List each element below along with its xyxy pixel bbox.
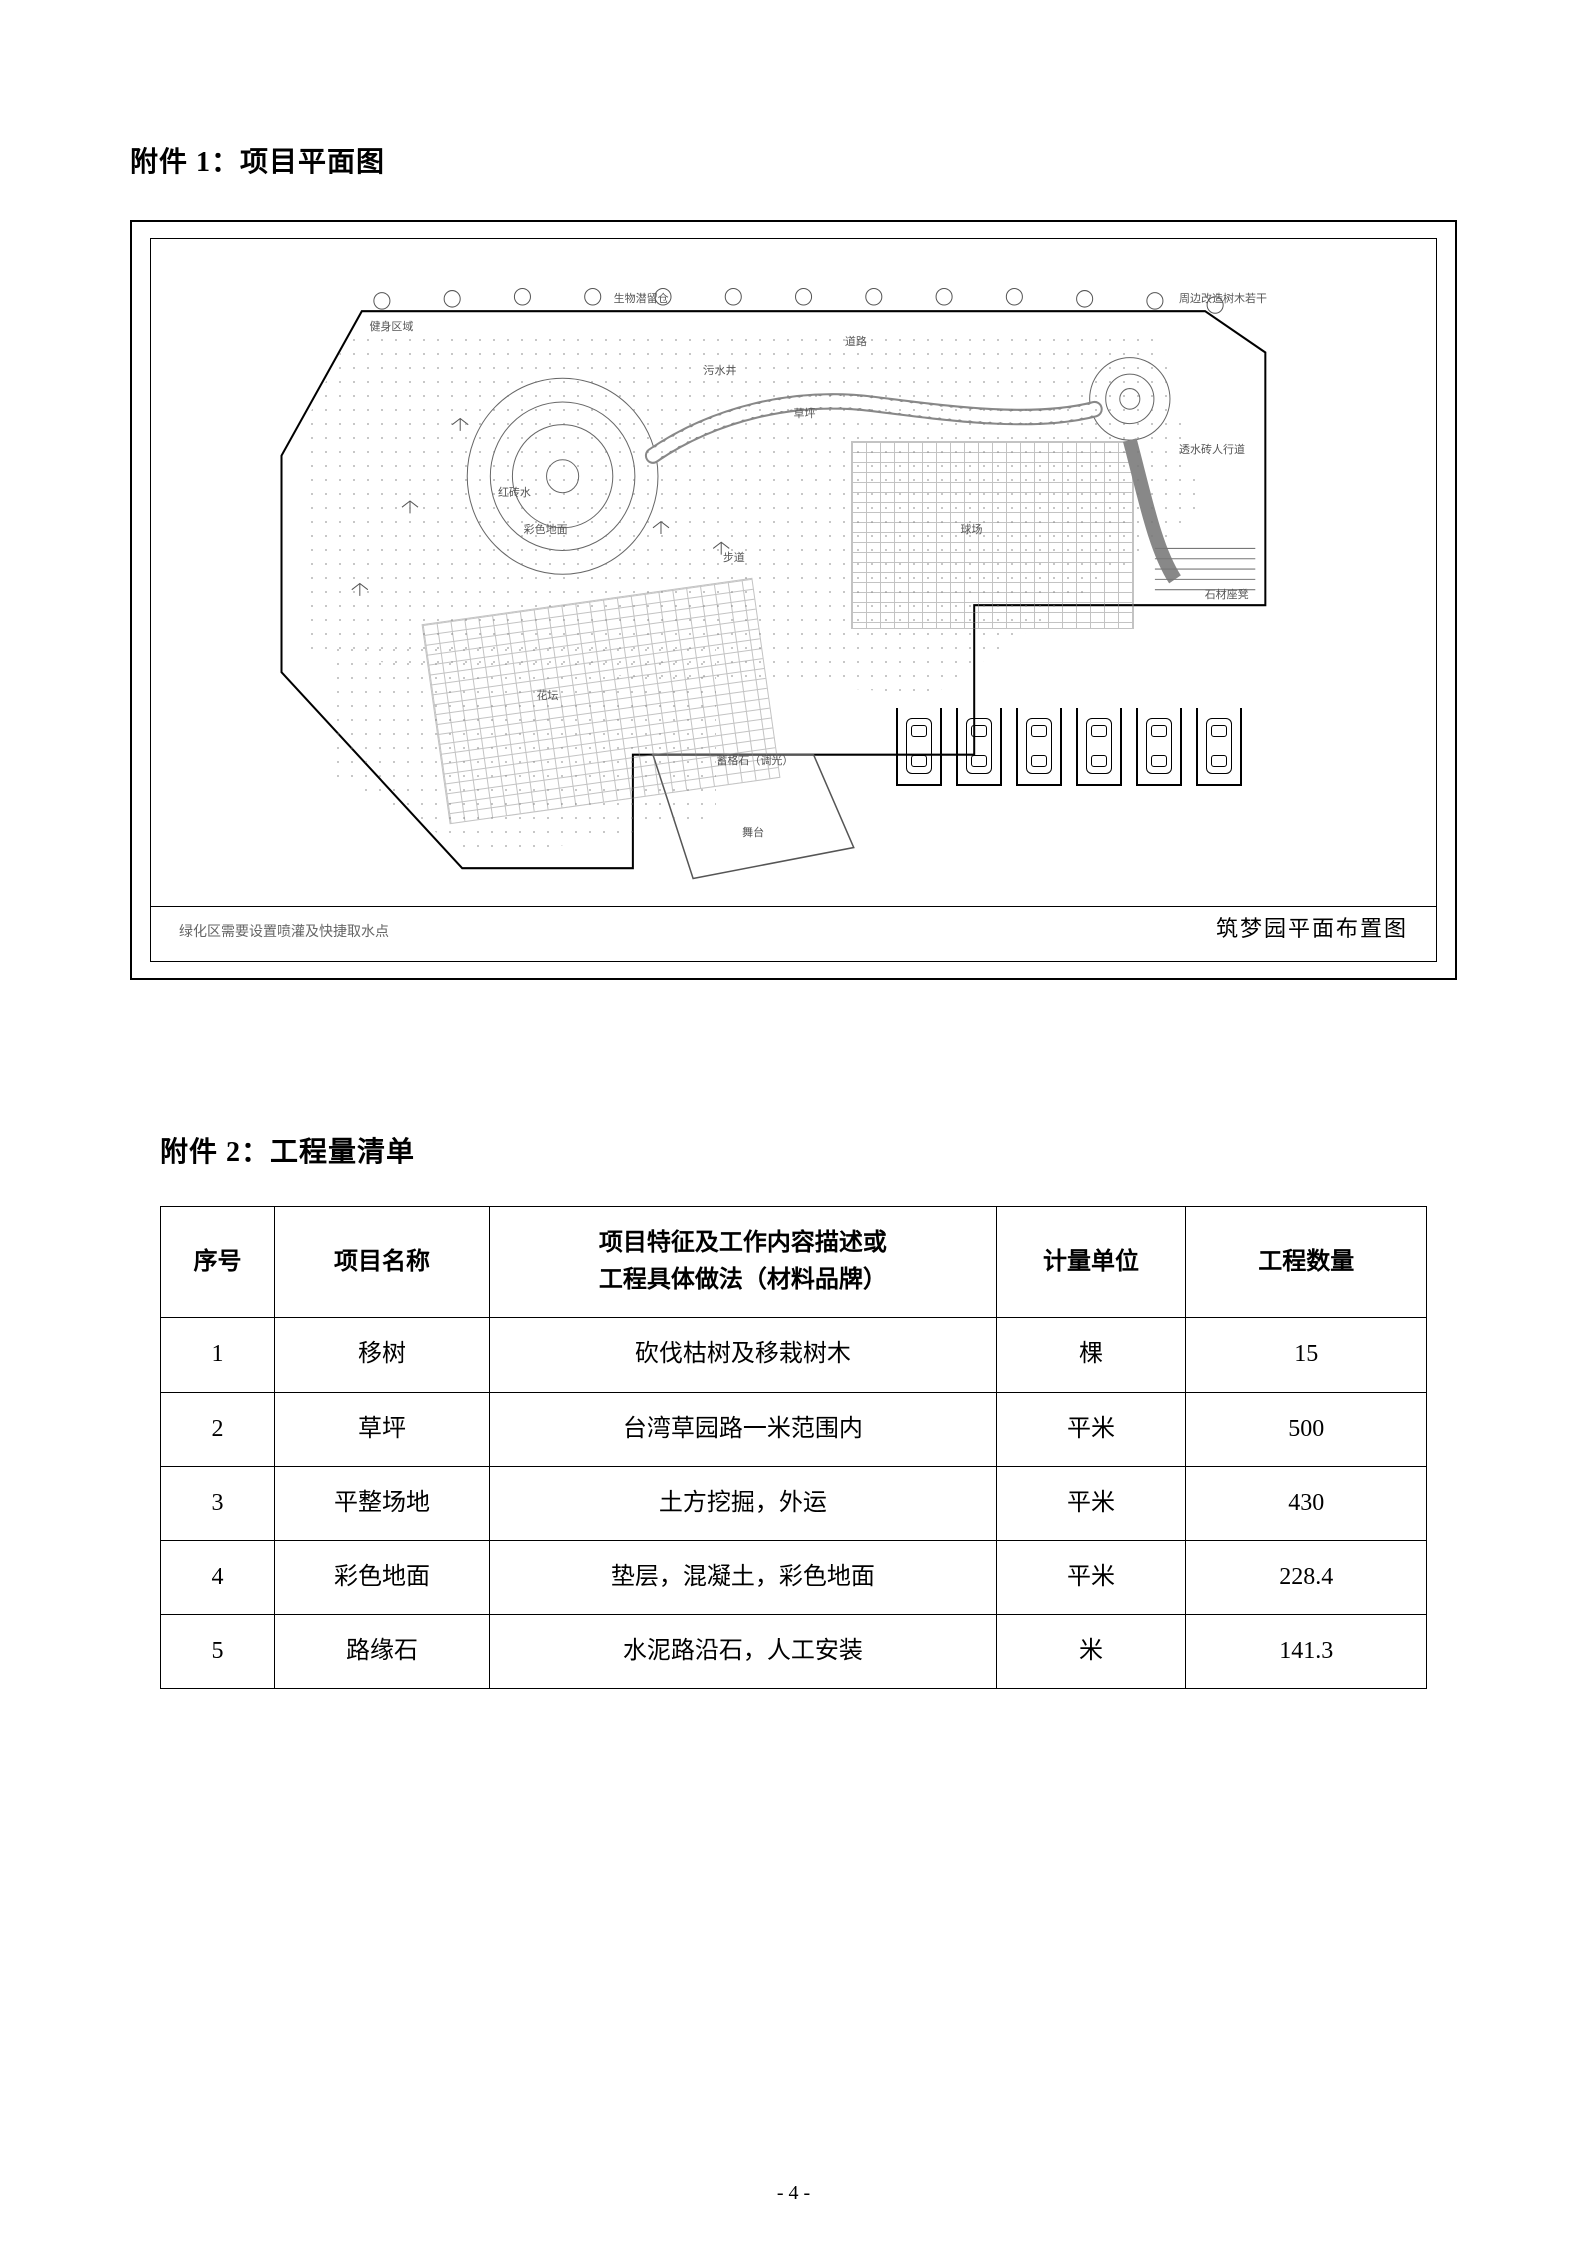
floorplan-title: 筑梦园平面布置图 xyxy=(1216,911,1408,943)
boq-table-body: 1移树砍伐枯树及移栽树木棵152草坪台湾草园路一米范围内平米5003平整场地土方… xyxy=(161,1318,1427,1689)
table-cell: 141.3 xyxy=(1186,1615,1427,1689)
car-icon xyxy=(1146,718,1172,774)
label-stone-seat: 石材座凳 xyxy=(1205,586,1249,602)
label-permeable: 透水砖人行道 xyxy=(1179,441,1245,457)
table-cell: 砍伐枯树及移栽树木 xyxy=(490,1318,996,1392)
label-grass: 草坪 xyxy=(794,405,816,421)
floorplan-outer-frame: 生物潜留仓 道路 污水井 草坪 球场 红砖水 彩色地面 石材座凳 透水砖人行道 … xyxy=(130,220,1457,980)
parking-slot xyxy=(896,708,942,786)
heading-number: 1 xyxy=(196,147,211,178)
floorplan-inner-frame: 生物潜留仓 道路 污水井 草坪 球场 红砖水 彩色地面 石材座凳 透水砖人行道 … xyxy=(150,238,1437,962)
heading-suffix: ：工程量清单 xyxy=(241,1137,415,1168)
car-icon xyxy=(1026,718,1052,774)
table-cell: 米 xyxy=(996,1615,1186,1689)
col-header-unit: 计量单位 xyxy=(996,1207,1186,1318)
table-cell: 彩色地面 xyxy=(274,1540,489,1614)
label-tree-note: 周边改造树木若干 xyxy=(1179,290,1267,306)
table-row: 4彩色地面垫层，混凝土，彩色地面平米228.4 xyxy=(161,1540,1427,1614)
label-bio-retention: 生物潜留仓 xyxy=(614,290,669,306)
boq-table-head: 序号 项目名称 项目特征及工作内容描述或 工程具体做法（材料品牌） 计量单位 工… xyxy=(161,1207,1427,1318)
table-cell: 棵 xyxy=(996,1318,1186,1392)
label-color-floor: 彩色地面 xyxy=(524,521,568,537)
table-cell: 15 xyxy=(1186,1318,1427,1392)
table-cell: 5 xyxy=(161,1615,275,1689)
table-cell: 平米 xyxy=(996,1392,1186,1466)
floorplan-note: 绿化区需要设置喷灌及快捷取水点 xyxy=(179,921,389,941)
table-cell: 平米 xyxy=(996,1466,1186,1540)
heading-prefix: 附件 xyxy=(130,147,196,178)
table-cell: 2 xyxy=(161,1392,275,1466)
attachment2-heading: 附件 2：工程量清单 xyxy=(160,1130,1427,1170)
tree-row xyxy=(374,289,1223,314)
label-road: 道路 xyxy=(845,333,867,349)
table-cell: 土方挖掘，外运 xyxy=(490,1466,996,1540)
parking-slot xyxy=(1076,708,1122,786)
col-header-name: 项目名称 xyxy=(274,1207,489,1318)
table-cell: 3 xyxy=(161,1466,275,1540)
heading-prefix: 附件 xyxy=(160,1137,226,1168)
label-flowerbed: 花坛 xyxy=(537,687,559,703)
label-fitness: 健身区域 xyxy=(369,318,413,334)
parking-slot xyxy=(1136,708,1182,786)
table-cell: 430 xyxy=(1186,1466,1427,1540)
table-row: 3平整场地土方挖掘，外运平米430 xyxy=(161,1466,1427,1540)
table-cell: 水泥路沿石，人工安装 xyxy=(490,1615,996,1689)
attachment1-heading: 附件 1：项目平面图 xyxy=(130,140,1457,180)
table-cell: 平整场地 xyxy=(274,1466,489,1540)
table-cell: 4 xyxy=(161,1540,275,1614)
car-icon xyxy=(966,718,992,774)
label-parking: 蓄格石（调光） xyxy=(716,752,793,768)
table-cell: 228.4 xyxy=(1186,1540,1427,1614)
label-childrens: 红砖水 xyxy=(498,484,531,500)
table-cell: 草坪 xyxy=(274,1392,489,1466)
table-cell: 平米 xyxy=(996,1540,1186,1614)
table-cell: 移树 xyxy=(274,1318,489,1392)
label-court: 球场 xyxy=(961,521,983,537)
table-cell: 台湾草园路一米范围内 xyxy=(490,1392,996,1466)
table-cell: 500 xyxy=(1186,1392,1427,1466)
page-number: - 4 - xyxy=(0,2182,1587,2205)
heading-suffix: ：项目平面图 xyxy=(211,147,385,178)
col-header-qty: 工程数量 xyxy=(1186,1207,1427,1318)
car-icon xyxy=(1086,718,1112,774)
table-cell: 垫层，混凝土，彩色地面 xyxy=(490,1540,996,1614)
boq-table: 序号 项目名称 项目特征及工作内容描述或 工程具体做法（材料品牌） 计量单位 工… xyxy=(160,1206,1427,1689)
label-path: 步道 xyxy=(723,549,745,565)
court-area xyxy=(851,441,1134,629)
parking-slot xyxy=(1016,708,1062,786)
plan-title-rule xyxy=(151,906,1436,907)
label-drain: 污水井 xyxy=(704,362,737,378)
parking-row xyxy=(896,708,1242,786)
table-cell: 路缘石 xyxy=(274,1615,489,1689)
parking-slot xyxy=(1196,708,1242,786)
col-header-index: 序号 xyxy=(161,1207,275,1318)
col-header-desc: 项目特征及工作内容描述或 工程具体做法（材料品牌） xyxy=(490,1207,996,1318)
heading-number: 2 xyxy=(226,1137,241,1168)
car-icon xyxy=(906,718,932,774)
table-row: 2草坪台湾草园路一米范围内平米500 xyxy=(161,1392,1427,1466)
table-cell: 1 xyxy=(161,1318,275,1392)
car-icon xyxy=(1206,718,1232,774)
table-row: 5路缘石水泥路沿石，人工安装米141.3 xyxy=(161,1615,1427,1689)
parking-slot xyxy=(956,708,1002,786)
label-stage: 舞台 xyxy=(742,824,764,840)
table-row: 1移树砍伐枯树及移栽树木棵15 xyxy=(161,1318,1427,1392)
